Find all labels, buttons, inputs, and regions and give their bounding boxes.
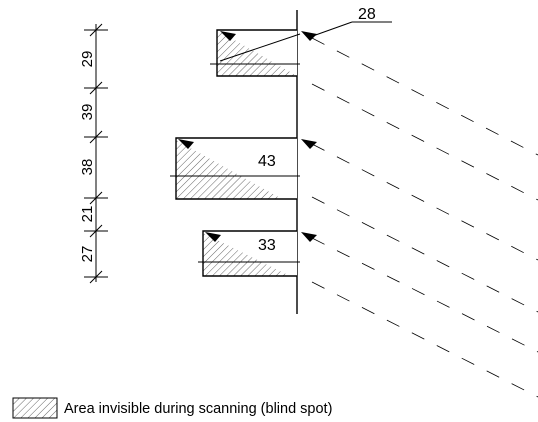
dimension-chain: 29 39 38 21 27 xyxy=(79,23,108,284)
legend-text: Area invisible during scanning (blind sp… xyxy=(64,401,332,417)
dimension-value-4: 21 xyxy=(79,206,96,223)
recess-top-sightline xyxy=(219,33,301,62)
dimension-slash xyxy=(89,270,103,284)
dimension-slash xyxy=(89,224,103,238)
blind-spot-area-bottom xyxy=(203,233,290,276)
dimension-slash xyxy=(89,191,103,205)
scan-line xyxy=(311,281,538,398)
recess-top: 28 xyxy=(210,6,392,77)
recess-bottom-outline xyxy=(202,230,297,277)
recess-bottom: 33 xyxy=(198,230,317,277)
scanner-arrow-icon xyxy=(178,139,194,149)
label-top: 28 xyxy=(358,6,376,23)
scanner-arrow-icon xyxy=(220,31,236,41)
scanner-arrow-icon xyxy=(301,31,317,41)
scan-line xyxy=(311,196,538,313)
scanner-arrow-icon xyxy=(205,232,221,242)
scan-line xyxy=(311,237,538,353)
dimension-value-3: 38 xyxy=(79,159,96,176)
dimension-value-1: 29 xyxy=(79,51,96,68)
legend: Area invisible during scanning (blind sp… xyxy=(12,397,332,419)
legend-hatch-swatch xyxy=(12,397,58,419)
label-bottom: 33 xyxy=(258,237,276,254)
dimension-value-2: 39 xyxy=(79,104,96,121)
recess-middle-outline xyxy=(175,137,297,200)
scan-line xyxy=(311,37,538,156)
scan-lines xyxy=(311,37,538,398)
dimension-slash xyxy=(89,130,103,144)
label-middle: 43 xyxy=(258,153,276,170)
scanner-arrow-icon xyxy=(301,139,317,149)
dimension-slash xyxy=(89,23,103,37)
dimension-slash xyxy=(89,81,103,95)
leader-line xyxy=(309,21,353,38)
recess-middle: 43 xyxy=(170,137,317,200)
scan-line xyxy=(311,143,538,261)
scan-line xyxy=(311,83,538,201)
scanner-arrow-icon xyxy=(301,232,317,242)
recess-top-outline xyxy=(216,29,297,77)
dimension-value-5: 27 xyxy=(79,246,96,263)
blind-spot-area-middle xyxy=(176,140,282,199)
